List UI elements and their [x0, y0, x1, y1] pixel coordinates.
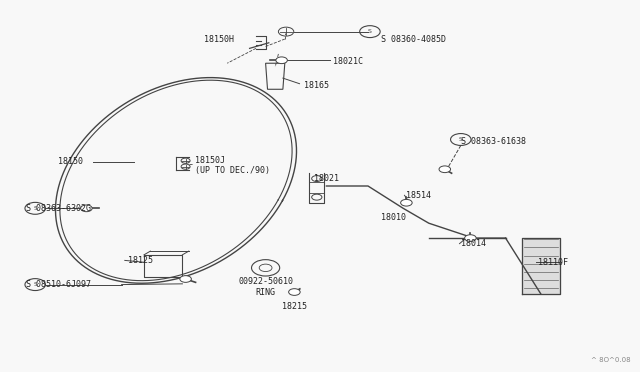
Text: 18014: 18014 [461, 239, 486, 248]
Text: S: S [368, 29, 372, 34]
Text: 18125: 18125 [128, 256, 153, 265]
Circle shape [289, 289, 300, 295]
Text: 18215: 18215 [282, 302, 307, 311]
Text: S: S [33, 206, 37, 211]
Circle shape [465, 235, 476, 241]
Circle shape [439, 166, 451, 173]
Text: 18010: 18010 [381, 213, 406, 222]
Text: S: S [33, 282, 37, 287]
Text: 18150J
(UP TO DEC./90): 18150J (UP TO DEC./90) [195, 156, 270, 175]
Text: S 08363-61638: S 08363-61638 [461, 137, 526, 146]
Text: 00922-50610
RING: 00922-50610 RING [238, 277, 293, 296]
Text: S: S [459, 137, 463, 142]
Text: S 08360-4085D: S 08360-4085D [381, 35, 446, 44]
Circle shape [401, 199, 412, 206]
Text: ^ 8O^0.08: ^ 8O^0.08 [591, 357, 630, 363]
Text: 18165: 18165 [304, 81, 329, 90]
Text: S 08510-6J097: S 08510-6J097 [26, 280, 91, 289]
Text: 18021C: 18021C [333, 57, 363, 66]
Polygon shape [522, 238, 560, 294]
Text: 18514: 18514 [406, 191, 431, 200]
Circle shape [276, 57, 287, 64]
Text: 18150: 18150 [58, 157, 83, 166]
Circle shape [81, 205, 92, 212]
Circle shape [180, 276, 191, 282]
Text: 18021: 18021 [314, 174, 339, 183]
Text: 18110F: 18110F [538, 258, 568, 267]
Text: 18150H: 18150H [204, 35, 234, 44]
Text: S 08363-6302G: S 08363-6302G [26, 204, 91, 213]
